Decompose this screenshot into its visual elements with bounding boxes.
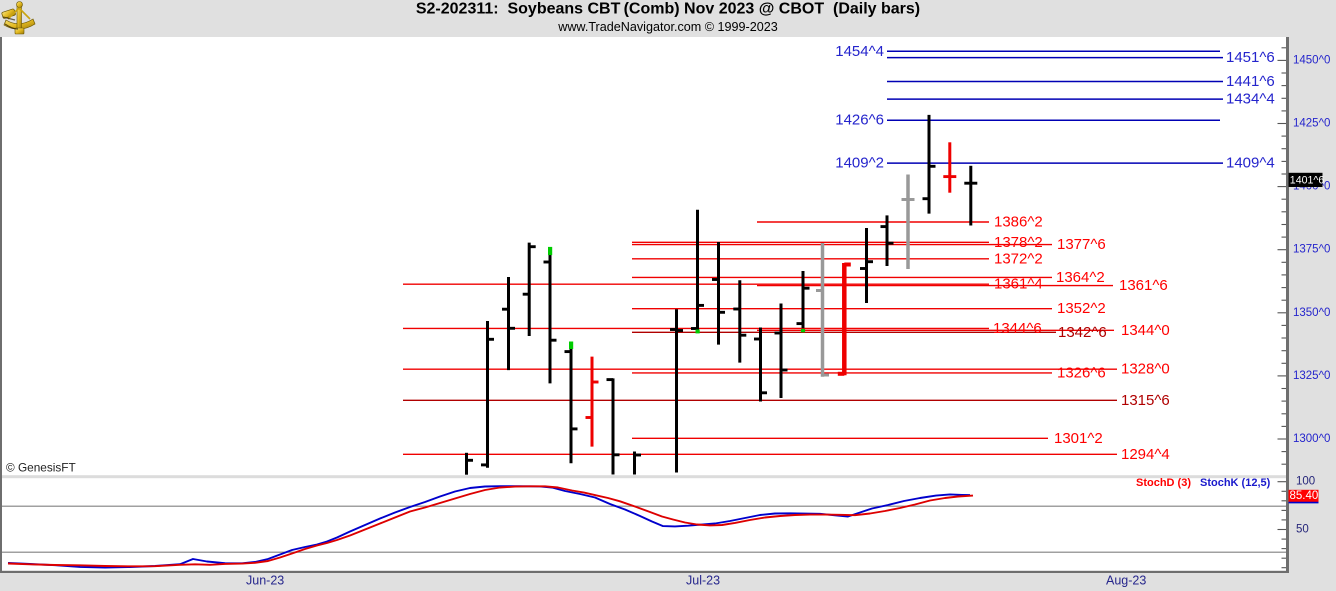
svg-text:Jul-23: Jul-23 xyxy=(686,574,720,588)
svg-text:1294^4: 1294^4 xyxy=(1121,446,1170,463)
svg-text:1361^4: 1361^4 xyxy=(994,276,1043,293)
svg-text:1315^6: 1315^6 xyxy=(1121,392,1170,409)
svg-text:StochD (3): StochD (3) xyxy=(1136,477,1191,489)
svg-text:1434^4: 1434^4 xyxy=(1226,91,1275,108)
svg-text:© GenesisFT: © GenesisFT xyxy=(6,461,76,475)
svg-text:1352^2: 1352^2 xyxy=(1057,300,1106,317)
svg-text:1401^6: 1401^6 xyxy=(1290,174,1325,186)
svg-text:1386^2: 1386^2 xyxy=(994,214,1043,231)
svg-text:1342^6: 1342^6 xyxy=(1058,324,1107,341)
svg-text:1344^0: 1344^0 xyxy=(1121,322,1170,339)
svg-text:1409^2: 1409^2 xyxy=(835,155,884,172)
svg-text:1451^6: 1451^6 xyxy=(1226,49,1275,66)
svg-text:1344^6: 1344^6 xyxy=(993,320,1042,337)
svg-text:1350^0: 1350^0 xyxy=(1293,307,1330,319)
svg-text:1450^0: 1450^0 xyxy=(1293,54,1330,66)
svg-text:1378^2: 1378^2 xyxy=(994,234,1043,251)
svg-text:1377^6: 1377^6 xyxy=(1057,236,1106,253)
svg-text:Jun-23: Jun-23 xyxy=(246,574,284,588)
svg-text:1409^4: 1409^4 xyxy=(1226,155,1275,172)
svg-text:1441^6: 1441^6 xyxy=(1226,73,1275,90)
svg-text:85.40: 85.40 xyxy=(1290,490,1319,502)
svg-text:1425^0: 1425^0 xyxy=(1293,118,1330,130)
svg-text:50: 50 xyxy=(1296,524,1309,536)
svg-text:S2-202311: Soybeans CBT (Comb: S2-202311: Soybeans CBT (Comb) Nov 2023 … xyxy=(416,1,920,18)
svg-text:1326^6: 1326^6 xyxy=(1057,364,1106,381)
svg-text:1375^0: 1375^0 xyxy=(1293,244,1330,256)
svg-text:1426^6: 1426^6 xyxy=(835,112,884,129)
svg-text:www.TradeNavigator.com © 1999-: www.TradeNavigator.com © 1999-2023 xyxy=(557,20,778,34)
svg-text:Aug-23: Aug-23 xyxy=(1106,574,1146,588)
svg-text:StochK (12,5): StochK (12,5) xyxy=(1200,477,1271,489)
svg-text:1364^2: 1364^2 xyxy=(1056,269,1105,286)
svg-text:100: 100 xyxy=(1296,476,1315,488)
svg-text:1454^4: 1454^4 xyxy=(835,43,884,60)
svg-text:1361^6: 1361^6 xyxy=(1119,277,1168,294)
svg-text:1301^2: 1301^2 xyxy=(1054,430,1103,447)
svg-text:1328^0: 1328^0 xyxy=(1121,361,1170,378)
svg-text:1300^0: 1300^0 xyxy=(1293,433,1330,445)
svg-text:1325^0: 1325^0 xyxy=(1293,370,1330,382)
svg-text:1372^2: 1372^2 xyxy=(994,250,1043,267)
